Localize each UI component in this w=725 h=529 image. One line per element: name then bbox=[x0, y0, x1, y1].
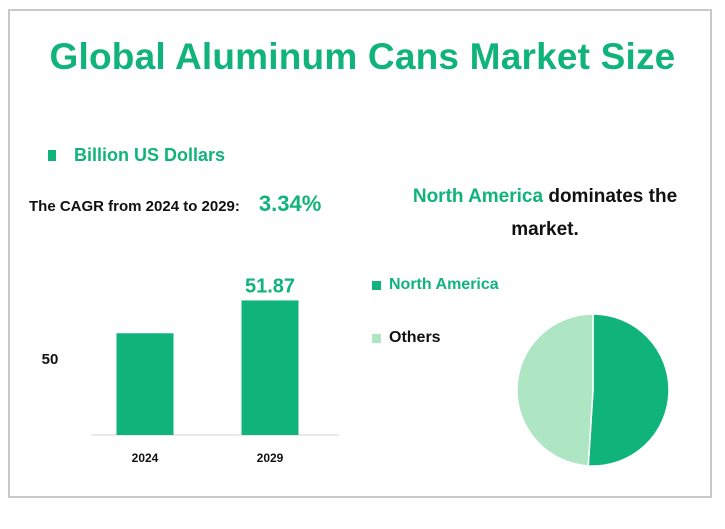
pie-legend-swatch-others bbox=[372, 333, 381, 343]
pie-legend-label-north-america: North America bbox=[389, 276, 499, 293]
pie-legend-north-america: North America bbox=[372, 276, 499, 294]
x-tick-label-2029: 2029 bbox=[257, 451, 284, 465]
cagr-value: 3.34% bbox=[258, 191, 322, 216]
x-tick-label-2024: 2024 bbox=[132, 451, 159, 465]
y-tick-label-50: 50 bbox=[42, 351, 59, 368]
pie-legend-others: Others bbox=[372, 329, 441, 347]
bar-2024 bbox=[116, 333, 174, 435]
cagr-label: The CAGR from 2024 to 2029: bbox=[29, 198, 240, 215]
cagr-statement: The CAGR from 2024 to 2029: 3.34% bbox=[29, 191, 321, 217]
unit-legend-label: Billion US Dollars bbox=[74, 145, 226, 165]
pie-legend-swatch-north-america bbox=[372, 280, 381, 290]
data-label-2029: 51.87 bbox=[245, 275, 295, 297]
unit-legend: Billion US Dollars bbox=[48, 145, 225, 166]
page-title: Global Aluminum Cans Market Size bbox=[49, 36, 676, 77]
dominant-region: North America bbox=[412, 186, 544, 207]
pie-slice-north-america bbox=[587, 313, 670, 467]
pie-legend-label-others: Others bbox=[389, 329, 441, 346]
dominance-text-1: dominates the bbox=[548, 186, 678, 207]
bar-2029 bbox=[241, 300, 299, 435]
dominance-text-2: market. bbox=[511, 219, 579, 240]
dominance-statement: North America dominates the market. bbox=[395, 180, 695, 246]
pie-slice-others bbox=[516, 313, 594, 467]
unit-legend-swatch bbox=[48, 150, 56, 161]
